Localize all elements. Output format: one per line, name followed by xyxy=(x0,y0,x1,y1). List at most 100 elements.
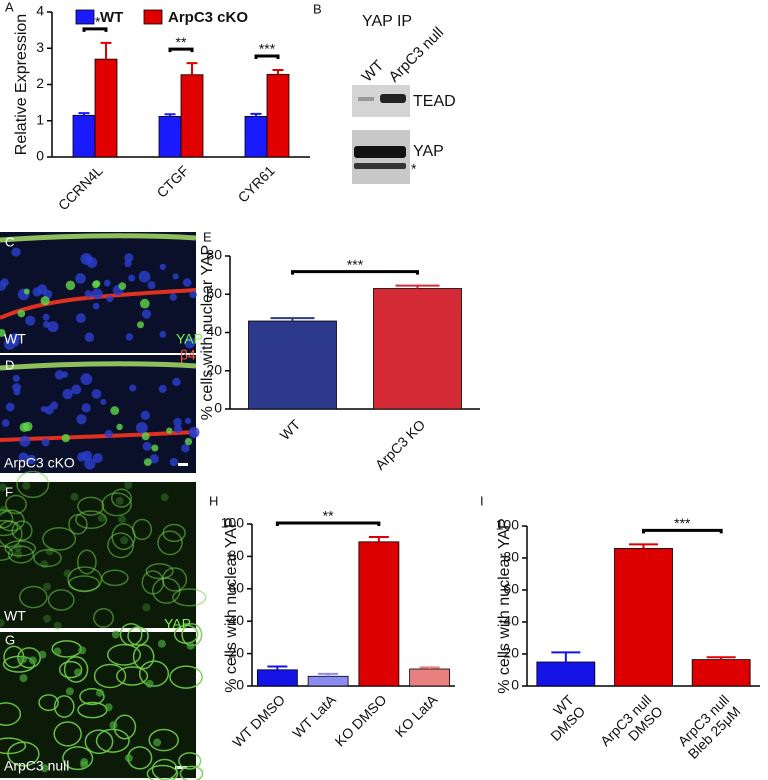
nucleus xyxy=(0,618,5,627)
x-tick-label: WT DMSO xyxy=(229,691,288,750)
cell xyxy=(138,660,170,687)
micrograph-label: ArpC3 cKO xyxy=(4,455,75,471)
nucleus xyxy=(118,515,127,524)
cell xyxy=(107,532,135,559)
nucleus xyxy=(70,492,79,501)
bar xyxy=(180,74,204,158)
nucleus xyxy=(0,329,6,337)
cell xyxy=(47,589,75,611)
significance-bracket xyxy=(82,27,108,32)
nucleus xyxy=(13,388,21,396)
y-tick-label: 60 xyxy=(228,580,244,596)
nucleus xyxy=(139,298,150,309)
error-bar xyxy=(250,112,262,117)
nucleus xyxy=(77,452,87,462)
scale-bar xyxy=(175,766,187,769)
nucleus xyxy=(109,721,118,730)
x-tick-label: WT LatA xyxy=(289,691,339,741)
error-bar xyxy=(267,665,288,670)
nucleus xyxy=(54,370,65,380)
cell xyxy=(95,728,130,753)
bar xyxy=(266,73,290,158)
nucleus xyxy=(19,435,31,447)
y-tick-label: 3 xyxy=(36,39,44,55)
epidermis xyxy=(0,361,197,371)
cell xyxy=(169,665,203,689)
nucleus xyxy=(125,333,134,341)
cell xyxy=(101,492,132,517)
error-bar xyxy=(395,284,440,289)
panel-label: A xyxy=(5,0,14,14)
cell xyxy=(110,488,132,508)
nucleus xyxy=(84,332,95,342)
nucleus xyxy=(124,259,132,268)
cell xyxy=(93,663,127,689)
nucleus xyxy=(95,688,104,697)
nucleus xyxy=(40,405,47,413)
panel-label: H xyxy=(209,493,218,508)
cell xyxy=(42,526,77,551)
bar xyxy=(94,58,118,158)
cell xyxy=(0,509,25,532)
nucleus xyxy=(22,421,33,432)
panel-label: I xyxy=(480,493,484,508)
nucleus xyxy=(75,313,86,324)
nucleus xyxy=(41,438,50,447)
y-tick-label: 40 xyxy=(503,613,519,629)
y-tick-label: 60 xyxy=(206,285,222,301)
significance-label: ** xyxy=(323,508,334,524)
cell xyxy=(76,549,97,575)
nucleus xyxy=(91,288,103,300)
cell xyxy=(141,570,165,595)
nucleus xyxy=(106,295,114,303)
cell xyxy=(11,520,33,541)
nucleus xyxy=(184,437,193,446)
cell xyxy=(132,518,153,541)
nucleus xyxy=(65,687,74,696)
nucleus xyxy=(141,309,152,319)
nucleus xyxy=(138,270,151,283)
nucleus xyxy=(157,639,166,648)
error-bar xyxy=(551,651,581,662)
stain-label: YAP xyxy=(176,331,203,347)
cell xyxy=(33,549,62,568)
nucleus xyxy=(26,454,37,465)
nucleus xyxy=(61,434,70,443)
nucleus xyxy=(136,321,145,329)
nucleus xyxy=(65,280,76,291)
x-tick-label: WT xyxy=(277,416,304,443)
significance-bracket xyxy=(168,47,194,53)
significance-label: *** xyxy=(259,41,276,57)
nucleus xyxy=(151,444,159,452)
legend-label: ArpC3 cKO xyxy=(168,9,248,26)
y-tick-label: 20 xyxy=(503,645,519,661)
error-bar xyxy=(629,543,658,549)
error-bar xyxy=(368,535,389,542)
nucleus xyxy=(42,313,50,321)
nucleus xyxy=(190,431,198,439)
nucleus xyxy=(120,536,129,545)
nucleus xyxy=(116,423,123,431)
nucleus xyxy=(159,330,167,338)
bar xyxy=(691,659,751,687)
nucleus xyxy=(141,432,150,441)
significance-bracket xyxy=(642,528,723,534)
y-tick-label: 20 xyxy=(206,361,222,377)
nucleus xyxy=(0,281,7,291)
nucleus xyxy=(103,279,111,287)
panel-label: G xyxy=(5,632,15,647)
scale-bar xyxy=(178,463,188,466)
nucleus xyxy=(14,550,23,559)
cell xyxy=(145,563,174,580)
cell xyxy=(0,519,19,537)
nucleus xyxy=(143,458,152,466)
nucleus xyxy=(128,274,136,282)
nucleus xyxy=(43,582,52,591)
band xyxy=(358,97,374,101)
nucleus xyxy=(97,513,106,522)
nucleus xyxy=(149,454,159,464)
significance-label: *** xyxy=(347,256,364,272)
cell xyxy=(53,721,82,747)
bar xyxy=(307,675,349,687)
